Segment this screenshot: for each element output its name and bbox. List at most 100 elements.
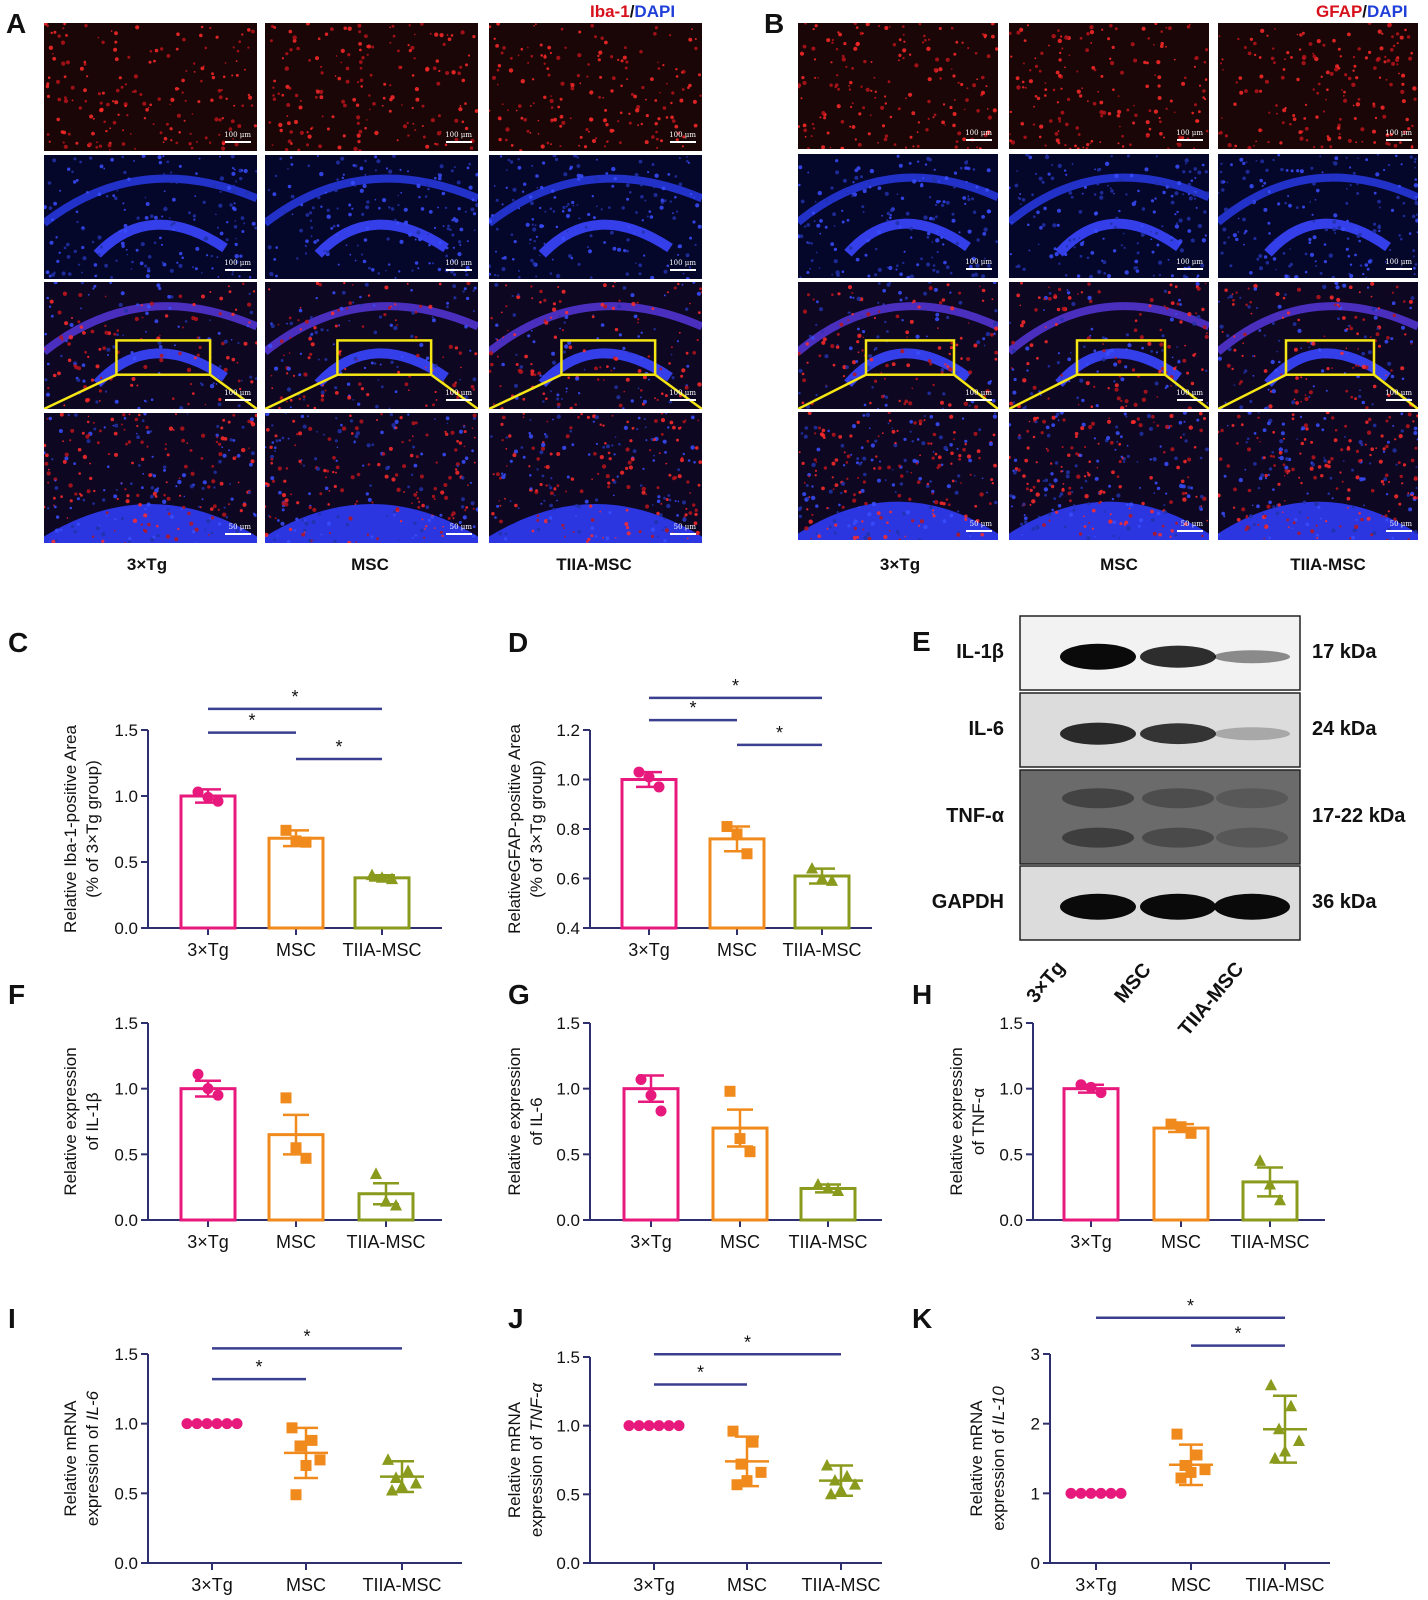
panel-letter-e: E [912, 626, 931, 657]
data-point [1179, 1459, 1191, 1471]
y-tick-label: 0.5 [556, 1485, 580, 1504]
data-point [1191, 1449, 1203, 1461]
bar [1062, 1087, 1120, 1222]
blot-band [1142, 788, 1214, 809]
micrograph-tile: 100 μm [265, 155, 478, 279]
blot-band [1216, 788, 1288, 809]
bar [353, 876, 411, 930]
y-tick-label: 1.5 [114, 721, 138, 740]
scale-bar-label: 100 μm [224, 131, 251, 139]
significance-label: * [1234, 1324, 1241, 1344]
scale-bar-label: 100 μm [669, 259, 696, 267]
data-point [653, 1420, 665, 1432]
bar [267, 836, 325, 930]
data-point [401, 1464, 415, 1476]
y-axis-label: Relative Iba-1-positive Area (% of 3×Tg g… [61, 725, 102, 933]
blot-kda-label: 24 kDa [1312, 718, 1377, 740]
x-tick-label: 3×Tg [191, 1575, 233, 1595]
data-point [300, 1152, 312, 1164]
y-axis-label: Relative mRNA expression of IL-10 [967, 1386, 1008, 1531]
scale-bar-label: 100 μm [445, 389, 472, 397]
data-point [300, 1459, 312, 1471]
y-tick-label: 0 [1031, 1554, 1040, 1573]
data-point [1185, 1127, 1197, 1139]
blot-strip [1019, 615, 1301, 691]
scale-bar [1177, 399, 1203, 401]
blot-band [1214, 893, 1290, 920]
data-point [828, 1474, 842, 1486]
data-point [381, 1453, 395, 1465]
zoom-connector [1218, 373, 1287, 409]
x-tick-label: TIIA-MSC [347, 1232, 426, 1252]
panel-a-group-label: MSC [351, 555, 389, 574]
scale-bar [446, 399, 472, 401]
data-point [1264, 1378, 1278, 1391]
data-point [389, 1471, 403, 1483]
blot-strip [1019, 769, 1301, 865]
panel-letter-i: I [8, 1303, 16, 1334]
micrograph-tile: 100 μm [1009, 282, 1209, 409]
scale-bar [966, 268, 992, 270]
scale-bar [1386, 139, 1412, 141]
scale-bar [225, 533, 251, 535]
zoom-connector [265, 373, 338, 409]
bar [799, 1186, 857, 1222]
blot-band-label: IL-6 [968, 718, 1004, 740]
scale-bar [446, 269, 472, 271]
data-point [1075, 1487, 1087, 1499]
stain-blue-label: DAPI [634, 2, 676, 21]
data-point [379, 1195, 393, 1207]
data-point [280, 824, 292, 836]
significance-label: * [689, 698, 696, 718]
y-tick-label: 0.0 [114, 1554, 138, 1573]
zoom-region-box [1284, 339, 1376, 376]
y-axis-label: Relative mRNA expression of TNF-α [505, 1382, 546, 1538]
data-point [385, 1483, 399, 1496]
blot-band [1214, 650, 1290, 664]
data-point [735, 1458, 747, 1470]
x-tick-label: TIIA-MSC [1246, 1575, 1325, 1595]
blot-band [1062, 827, 1134, 848]
micrograph-tile: 100 μm [1009, 23, 1209, 149]
data-point [1292, 1434, 1306, 1447]
y-axis-label: Relative expression of IL-1β [61, 1047, 102, 1195]
scale-bar-label: 50 μm [1389, 520, 1412, 528]
data-point [365, 868, 379, 881]
data-point [221, 1418, 233, 1430]
scale-bar-label: 50 μm [449, 523, 472, 531]
y-axis-label: Relative expression of IL-6 [505, 1047, 546, 1195]
scale-bar-label: 100 μm [965, 129, 992, 137]
data-point [731, 828, 743, 840]
data-point [1253, 1154, 1267, 1166]
stain-red-label: GFAP [1316, 2, 1363, 21]
scale-bar-label: 50 μm [969, 520, 992, 528]
scale-bar-label: 100 μm [224, 259, 251, 267]
data-point [201, 1418, 213, 1430]
scale-bar-label: 100 μm [669, 131, 696, 139]
scale-bar [225, 399, 251, 401]
data-point [663, 1420, 675, 1432]
chart-f: F 0.0 0.5 1.0 1.5 3×Tg MSC TIIA-MSC Relative exp… [8, 979, 442, 1252]
y-tick-label: 1.0 [556, 1080, 580, 1099]
scale-bar-label: 100 μm [1385, 389, 1412, 397]
significance-label: * [248, 711, 255, 731]
scale-bar-label: 100 μm [1176, 129, 1203, 137]
significance-label: * [335, 737, 342, 757]
y-tick-label: 1.5 [556, 1348, 580, 1367]
x-tick-label: TIIA-MSC [1231, 1232, 1310, 1252]
data-point [212, 1089, 224, 1101]
data-point [741, 848, 753, 860]
data-point [181, 1418, 193, 1430]
y-tick-label: 1.5 [114, 1014, 138, 1033]
data-point [389, 1198, 403, 1211]
data-point [290, 1142, 302, 1154]
data-point [191, 1418, 203, 1430]
data-point [655, 1105, 667, 1117]
blot-band-label: TNF-α [946, 805, 1004, 827]
blot-band-label: IL-1β [956, 641, 1004, 663]
micrograph-tile: 100 μm [1009, 154, 1209, 278]
significance-label: * [255, 1357, 262, 1377]
y-tick-label: 1 [1031, 1484, 1040, 1503]
data-point [645, 1089, 657, 1101]
x-tick-label: MSC [727, 1575, 767, 1595]
